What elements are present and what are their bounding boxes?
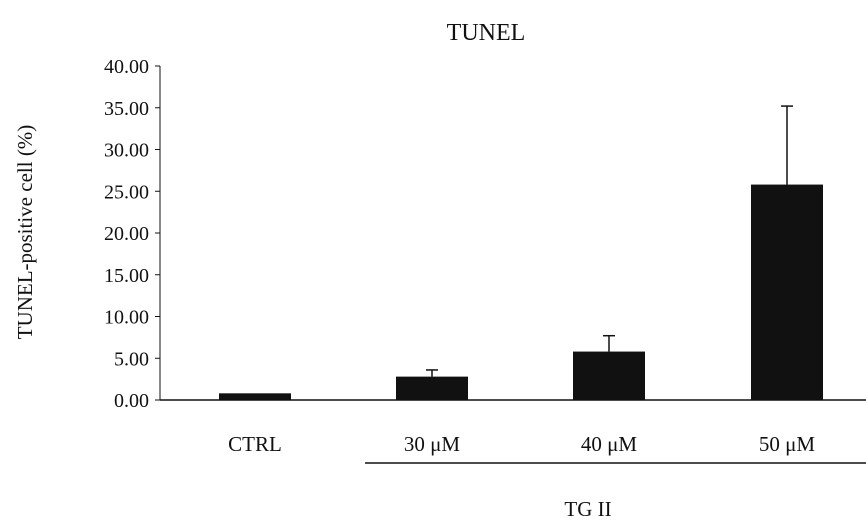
y-tick-label: 35.00 [104, 98, 149, 120]
chart-title: TUNEL [447, 20, 526, 46]
bar [751, 185, 823, 400]
bars-layer [219, 106, 823, 400]
y-tick-label: 5.00 [114, 348, 149, 370]
y-tick-label: 15.00 [104, 265, 149, 287]
y-tick-label: 10.00 [104, 307, 149, 329]
y-axis-label: TUNEL-positive cell (%) [13, 125, 37, 340]
x-category-label: CTRL [228, 432, 282, 456]
bar [219, 393, 291, 400]
y-axis-ticks: 0.00 5.00 10.00 15.00 20.00 25.00 30.00 35.00 40… [104, 56, 160, 412]
x-category-label: 30 μM [404, 432, 461, 456]
x-category-label: 50 μM [759, 432, 816, 456]
y-tick-label: 40.00 [104, 56, 149, 78]
y-tick-label: 25.00 [104, 181, 149, 203]
bar [573, 352, 645, 400]
group-label: TG II [564, 497, 611, 521]
y-tick-label: 30.00 [104, 140, 149, 162]
x-axis-labels: CTRL 30 μM 40 μM 50 μM [228, 432, 815, 456]
bar [396, 377, 468, 400]
x-category-label: 40 μM [581, 432, 638, 456]
y-tick-label: 20.00 [104, 223, 149, 245]
y-tick-label: 0.00 [114, 390, 149, 412]
